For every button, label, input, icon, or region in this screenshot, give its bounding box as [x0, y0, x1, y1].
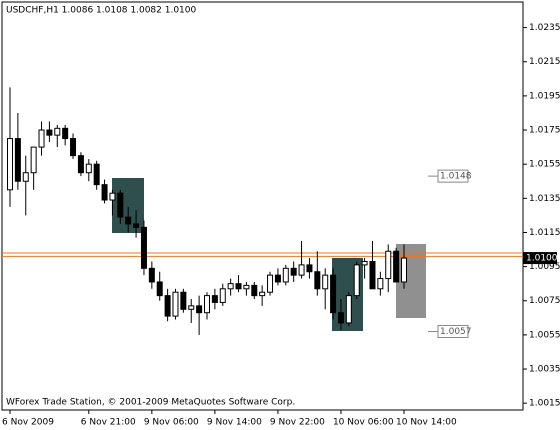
y-tick-label: 1.0195 [529, 91, 560, 101]
x-tick-label: 6 Nov 21:00 [81, 418, 136, 428]
y-tick-label: 1.0035 [529, 365, 560, 375]
candle-body [93, 163, 100, 186]
candle-body [251, 284, 258, 297]
x-tick-label: 9 Nov 06:00 [144, 418, 199, 428]
candle-body [377, 278, 384, 290]
candle-body [101, 184, 108, 201]
candle-body [243, 284, 250, 290]
candle-body [109, 192, 116, 201]
candle-body [322, 274, 329, 290]
candle-body [369, 260, 376, 290]
y-tick-label: 1.0115 [529, 228, 560, 238]
candle-body [259, 291, 266, 297]
y-tick-label: 1.0155 [529, 160, 560, 170]
candle-body [330, 274, 337, 314]
candle-body [361, 260, 368, 266]
price-label-box [437, 169, 469, 183]
candle-body [140, 226, 147, 269]
candle-body [227, 283, 234, 290]
candle-body [393, 250, 400, 283]
candle-body [125, 216, 132, 225]
y-tick-label: 1.0135 [529, 194, 560, 204]
candle-body [314, 271, 321, 290]
x-tick-label: 6 Nov 2009 [2, 418, 54, 428]
candle-body [204, 295, 210, 314]
candle-body [14, 138, 21, 182]
candle-body [274, 274, 281, 283]
candle-body [345, 295, 352, 324]
price-label-box [437, 324, 469, 338]
y-tick-label: 1.0015 [529, 399, 560, 409]
price-label: 1.0057 [440, 327, 472, 337]
y-tick-label: 1.0075 [529, 296, 560, 306]
price-label: 1.0148 [440, 172, 472, 182]
x-tick-label: 10 Nov 14:00 [396, 418, 457, 428]
candle-body [133, 223, 140, 228]
candle-body [401, 257, 407, 283]
rectangle-object [396, 244, 426, 318]
candle-body [180, 291, 187, 310]
y-tick-label: 1.0175 [529, 126, 560, 136]
candle-body [117, 192, 124, 218]
candle-body [22, 172, 29, 182]
y-tick-label: 1.0215 [529, 57, 560, 67]
candle-body [211, 295, 218, 303]
candle-body [282, 267, 289, 283]
x-tick-label: 10 Nov 06:00 [333, 418, 394, 428]
x-tick-label: 9 Nov 22:00 [270, 418, 325, 428]
footer: WForex Trade Station, © 2001-2009 MetaQu… [6, 398, 295, 408]
current-price-box [523, 252, 557, 265]
current-price-label: 1.0100 [526, 254, 558, 264]
candle-body [306, 264, 313, 273]
candle-body [267, 274, 274, 293]
candle-body [7, 138, 13, 191]
candle-body [30, 146, 37, 174]
y-tick-label: 1.0095 [529, 262, 560, 272]
candle-body [337, 312, 344, 324]
candle-body [164, 295, 171, 317]
candle-body [62, 127, 69, 140]
y-tick-label: 1.0235 [529, 23, 560, 33]
candle-body [188, 305, 195, 310]
candle-body [385, 250, 392, 280]
candle-body [70, 138, 77, 157]
candle-body [290, 267, 297, 276]
plot-frame [1, 1, 524, 411]
candle-body [77, 155, 84, 174]
y-tick-label: 1.0055 [529, 330, 560, 340]
candle-body [196, 305, 203, 314]
candle-body [353, 264, 360, 297]
candle-body [148, 267, 155, 283]
x-tick-label: 9 Nov 14:00 [207, 418, 262, 428]
candle-body [219, 288, 226, 303]
candle-body [54, 127, 61, 136]
candle-body [235, 283, 242, 290]
candle-body [38, 129, 45, 148]
chart-title: USDCHF,H1 1.0086 1.0108 1.0082 1.0100 [6, 6, 196, 16]
candle-body [172, 291, 179, 317]
candle-body [85, 163, 92, 174]
candle-body [156, 281, 163, 297]
candle-body [46, 129, 53, 136]
candle-body [298, 264, 305, 276]
